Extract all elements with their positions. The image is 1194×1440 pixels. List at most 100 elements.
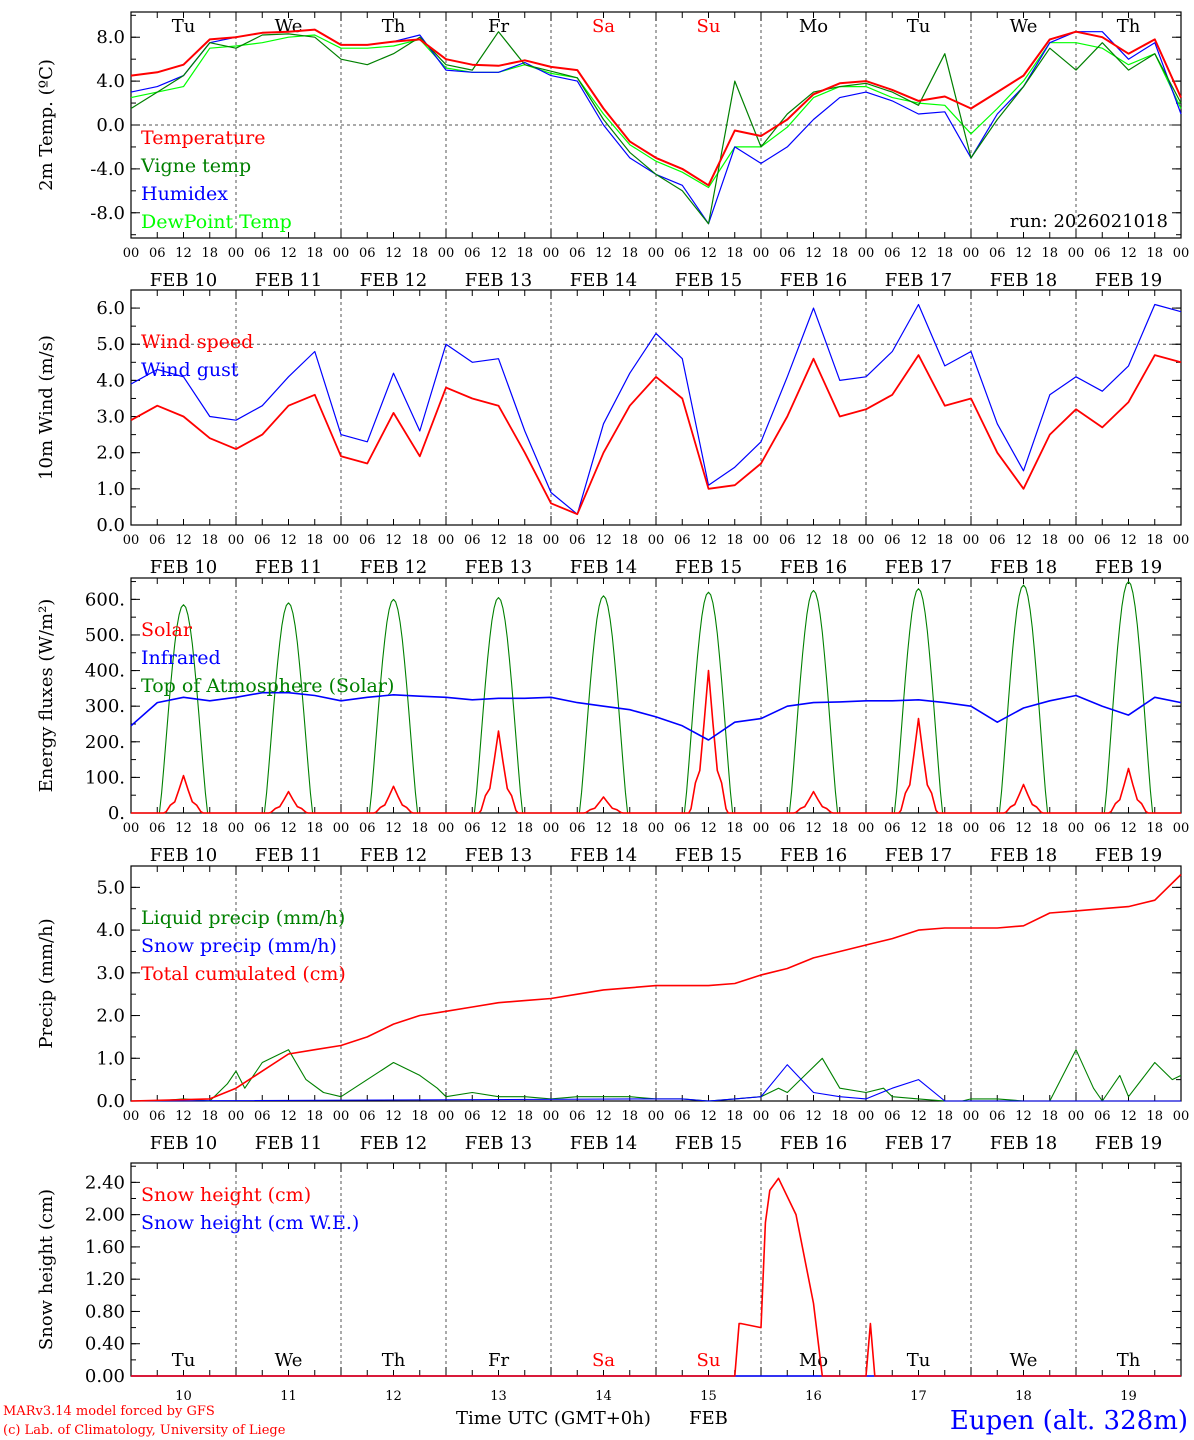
weekday-label: Fr	[488, 16, 509, 37]
hour-tick-label: 00	[123, 533, 140, 548]
weekday-label: We	[275, 1350, 303, 1371]
hour-tick-label: 18	[306, 533, 323, 548]
day-number-label: 16	[805, 1389, 822, 1404]
date-label: FEB 16	[780, 270, 847, 291]
y-tick-label: 1.60	[85, 1237, 125, 1258]
hour-tick-label: 18	[936, 821, 953, 836]
hour-tick-label: 00	[543, 533, 560, 548]
weekday-label: Sa	[592, 16, 615, 37]
hour-tick-label: 18	[1146, 246, 1163, 261]
hour-tick-label: 18	[726, 246, 743, 261]
y-tick-label: 1.20	[85, 1269, 125, 1290]
date-label: FEB 15	[675, 270, 742, 291]
panel-energy: 600. 500. 400. 300. 200. 100. 0. Energy fluxes …	[36, 577, 1189, 866]
hour-tick-label: 06	[779, 1109, 796, 1124]
date-label: FEB 18	[990, 845, 1057, 866]
weekday-label: Th	[382, 1350, 406, 1371]
date-label: FEB 10	[150, 557, 217, 578]
date-label: FEB 14	[570, 845, 637, 866]
hour-tick-label: 06	[359, 533, 376, 548]
hour-tick-label: 18	[1041, 821, 1058, 836]
hour-tick-label: 00	[648, 1109, 665, 1124]
day-number-label: 12	[385, 1389, 402, 1404]
hour-tick-label: 12	[490, 246, 507, 261]
hour-tick-label: 18	[726, 1109, 743, 1124]
hour-tick-label: 12	[910, 246, 927, 261]
legend-entry: Snow height (cm W.E.)	[141, 1212, 359, 1234]
hour-tick-label: 12	[490, 533, 507, 548]
hour-tick-label: 12	[805, 821, 822, 836]
hour-tick-label: 18	[516, 821, 533, 836]
hour-tick-label: 18	[201, 1109, 218, 1124]
series-line-snow-precip	[130, 1064, 1181, 1102]
weekday-label: Th	[1117, 1350, 1141, 1371]
hour-tick-label: 06	[674, 533, 691, 548]
hour-tick-label: 12	[280, 533, 297, 548]
y-tick-label: 400.	[85, 661, 125, 682]
series-line-solar	[131, 669, 1181, 814]
y-tick-label: 2.00	[85, 1205, 125, 1226]
date-label: FEB 11	[255, 845, 322, 866]
hour-tick-label: 12	[175, 533, 192, 548]
hour-tick-label: 06	[569, 1109, 586, 1124]
y-tick-label: 3.0	[96, 407, 125, 428]
y-tick-label: 0.	[108, 803, 125, 824]
y-tick-label: 8.0	[96, 27, 125, 48]
y-tick-label: -4.0	[90, 159, 125, 180]
hour-tick-label: 06	[254, 1109, 271, 1124]
series-line-wind-speed	[130, 354, 1182, 516]
hour-tick-label: 00	[123, 246, 140, 261]
y-tick-label: 5.0	[96, 877, 125, 898]
series-line-total-cumulated	[130, 873, 1182, 1102]
hour-tick-label: 12	[595, 246, 612, 261]
hour-tick-label: 12	[490, 821, 507, 836]
hour-tick-label: 12	[175, 246, 192, 261]
day-number-label: 19	[1120, 1389, 1137, 1404]
hour-tick-label: 18	[1146, 533, 1163, 548]
hour-tick-label: 18	[516, 1109, 533, 1124]
hour-tick-label: 06	[149, 246, 166, 261]
hour-tick-label: 00	[438, 821, 455, 836]
hour-tick-label: 12	[1120, 533, 1137, 548]
hour-tick-label: 12	[175, 1109, 192, 1124]
legend-entry: Solar	[141, 619, 193, 641]
hour-tick-label: 06	[779, 533, 796, 548]
run-label: run: 2026021018	[1010, 211, 1168, 232]
legend-entry: Infrared	[141, 647, 221, 669]
hour-tick-label: 18	[411, 533, 428, 548]
hour-tick-label: 00	[1068, 246, 1085, 261]
hour-tick-label: 00	[123, 1109, 140, 1124]
y-tick-label: 2.40	[85, 1172, 125, 1193]
hour-tick-label: 00	[753, 1109, 770, 1124]
hour-tick-label: 12	[385, 533, 402, 548]
panel-temp: 8.0 4.0 0.0 -4.0 -8.0 2m Temp. (ºC) 00 06 12 18 00…	[36, 11, 1189, 291]
hour-tick-label: 06	[359, 246, 376, 261]
hour-tick-label: 12	[385, 821, 402, 836]
panel-snow: 2.40 2.00 1.60 1.20 0.80 0.40 0.00 Snow height …	[36, 1162, 1182, 1404]
hour-tick-label: 00	[228, 821, 245, 836]
hour-tick-label: 06	[254, 821, 271, 836]
hour-tick-label: 06	[464, 533, 481, 548]
hour-tick-label: 12	[1120, 246, 1137, 261]
hour-tick-label: 12	[1015, 821, 1032, 836]
hour-tick-label: 12	[280, 246, 297, 261]
date-label: FEB 12	[360, 270, 427, 291]
hour-tick-label: 06	[884, 821, 901, 836]
weekday-label: We	[1010, 1350, 1038, 1371]
legend-entry: Humidex	[141, 183, 228, 205]
hour-tick-label: 12	[805, 533, 822, 548]
date-label: FEB 19	[1095, 270, 1162, 291]
hour-tick-label: 06	[359, 1109, 376, 1124]
date-label: FEB 10	[150, 270, 217, 291]
hour-tick-label: 18	[621, 821, 638, 836]
y-tick-label: 0.0	[96, 115, 125, 136]
y-axis-title: 10m Wind (m/s)	[36, 335, 57, 480]
date-label: FEB 17	[885, 1133, 952, 1154]
hour-tick-label: 06	[149, 533, 166, 548]
hour-tick-label: 06	[1094, 246, 1111, 261]
credit-line: MARv3.14 model forced by GFS	[3, 1404, 215, 1419]
date-label: FEB 15	[675, 845, 742, 866]
series-line-wind-gust	[130, 303, 1182, 515]
hour-tick-label: 00	[333, 533, 350, 548]
date-label: FEB 15	[675, 557, 742, 578]
